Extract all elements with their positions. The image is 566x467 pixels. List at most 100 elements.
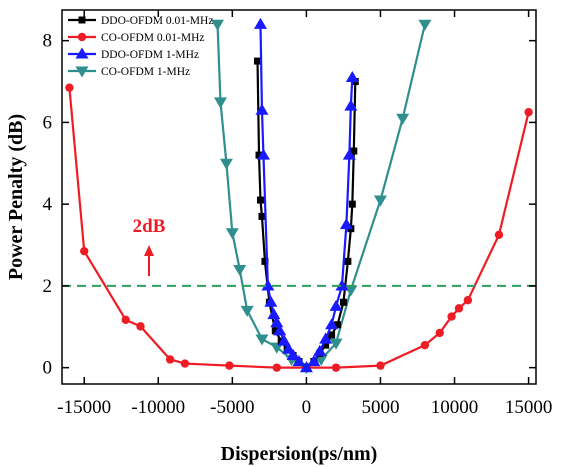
x-axis-tick-labels: -15000 -10000 -5000 0 5000 10000 15000 bbox=[57, 397, 552, 418]
data-point bbox=[165, 355, 175, 364]
data-point bbox=[292, 355, 306, 367]
data-point bbox=[322, 341, 330, 349]
data-point bbox=[80, 246, 89, 256]
data-point bbox=[376, 361, 385, 370]
data-point bbox=[325, 318, 339, 330]
data-point bbox=[350, 147, 358, 155]
threshold-arrow-head bbox=[144, 245, 154, 256]
threshold-label: 2dB bbox=[133, 216, 166, 237]
data-point bbox=[420, 340, 430, 350]
x-tick-label: 0 bbox=[302, 397, 312, 418]
data-point bbox=[264, 295, 278, 307]
y-tick-label: 2 bbox=[43, 276, 53, 297]
x-tick-label: -10000 bbox=[131, 397, 185, 418]
data-point bbox=[344, 285, 358, 297]
data-point bbox=[307, 355, 321, 367]
data-point bbox=[299, 361, 313, 373]
data-point bbox=[267, 308, 281, 320]
x-axis-title: Dispersion(ps/nm) bbox=[221, 443, 378, 465]
data-point bbox=[256, 196, 264, 204]
legend-marker bbox=[78, 16, 86, 24]
data-point bbox=[213, 97, 227, 109]
legend-item: DDO-OFDM 0.01-MHz bbox=[68, 15, 213, 27]
data-point bbox=[272, 363, 281, 372]
data-point bbox=[396, 113, 410, 125]
data-point bbox=[344, 99, 358, 111]
x-tick-label: 10000 bbox=[431, 397, 479, 418]
legend-item: CO-OFDM 1-MHz bbox=[68, 66, 190, 78]
data-point bbox=[314, 354, 328, 366]
data-point bbox=[463, 296, 473, 305]
y-axis-ticks bbox=[62, 39, 536, 369]
x-tick-label: -5000 bbox=[210, 397, 254, 418]
plot-series-layer bbox=[65, 17, 533, 375]
data-point bbox=[331, 363, 341, 372]
data-point bbox=[373, 195, 387, 207]
legend-label: DDO-OFDM 0.01-MHz bbox=[101, 15, 213, 27]
data-point bbox=[219, 158, 233, 170]
legend-label: CO-OFDM 0.01-MHz bbox=[101, 32, 205, 44]
y-tick-label: 0 bbox=[43, 358, 53, 379]
legend: DDO-OFDM 0.01-MHz CO-OFDM 0.01-MHz DDO-OFD… bbox=[68, 15, 213, 78]
legend-marker bbox=[75, 47, 89, 59]
data-point bbox=[335, 279, 349, 291]
data-point bbox=[261, 257, 269, 265]
data-point bbox=[273, 324, 287, 336]
data-point bbox=[225, 361, 234, 370]
plot-frame bbox=[61, 9, 537, 385]
threshold-annotation: 2dB bbox=[133, 216, 166, 276]
data-point bbox=[344, 257, 352, 265]
x-tick-label: 5000 bbox=[361, 397, 399, 418]
data-point bbox=[255, 103, 269, 115]
legend-marker bbox=[77, 32, 87, 42]
data-point bbox=[254, 57, 262, 65]
data-point bbox=[253, 17, 267, 29]
data-point bbox=[255, 334, 269, 346]
x-tick-label: 15000 bbox=[505, 397, 553, 418]
y-axis-tick-labels: 0 2 4 6 8 bbox=[43, 31, 53, 379]
data-point bbox=[334, 321, 342, 329]
data-point bbox=[418, 19, 432, 31]
data-point bbox=[524, 107, 533, 117]
data-point bbox=[319, 332, 333, 344]
data-point bbox=[339, 298, 347, 306]
data-point bbox=[328, 331, 336, 339]
data-point bbox=[225, 228, 239, 240]
data-point bbox=[313, 344, 327, 356]
data-point bbox=[261, 279, 275, 291]
x-axis-ticks bbox=[83, 10, 530, 384]
y-tick-label: 4 bbox=[43, 194, 53, 215]
data-point bbox=[233, 265, 247, 277]
series-1 bbox=[65, 83, 533, 372]
data-point bbox=[329, 338, 343, 350]
data-point bbox=[255, 151, 263, 159]
data-point bbox=[136, 322, 145, 331]
legend-item: DDO-OFDM 1-MHz bbox=[68, 47, 199, 61]
y-tick-label: 8 bbox=[43, 31, 53, 52]
data-point bbox=[454, 304, 464, 313]
data-point bbox=[435, 328, 444, 338]
data-point bbox=[329, 299, 343, 311]
data-point bbox=[65, 83, 74, 92]
legend-label: CO-OFDM 1-MHz bbox=[101, 66, 190, 78]
data-point bbox=[270, 316, 284, 328]
legend-marker bbox=[75, 66, 89, 78]
y-tick-label: 6 bbox=[43, 112, 53, 133]
data-point bbox=[286, 348, 300, 360]
data-point bbox=[339, 218, 353, 230]
data-point bbox=[240, 305, 254, 317]
legend-label: DDO-OFDM 1-MHz bbox=[101, 49, 199, 61]
data-point bbox=[211, 19, 225, 31]
data-point bbox=[277, 334, 291, 346]
data-point bbox=[121, 315, 130, 325]
data-point bbox=[180, 359, 190, 368]
y-axis-title: Power Penalty (dB) bbox=[5, 114, 27, 280]
data-point bbox=[256, 148, 270, 160]
data-point bbox=[447, 312, 456, 321]
data-point bbox=[345, 70, 359, 82]
data-point bbox=[342, 148, 356, 160]
series-2 bbox=[253, 17, 359, 373]
x-tick-label: -15000 bbox=[57, 397, 111, 418]
